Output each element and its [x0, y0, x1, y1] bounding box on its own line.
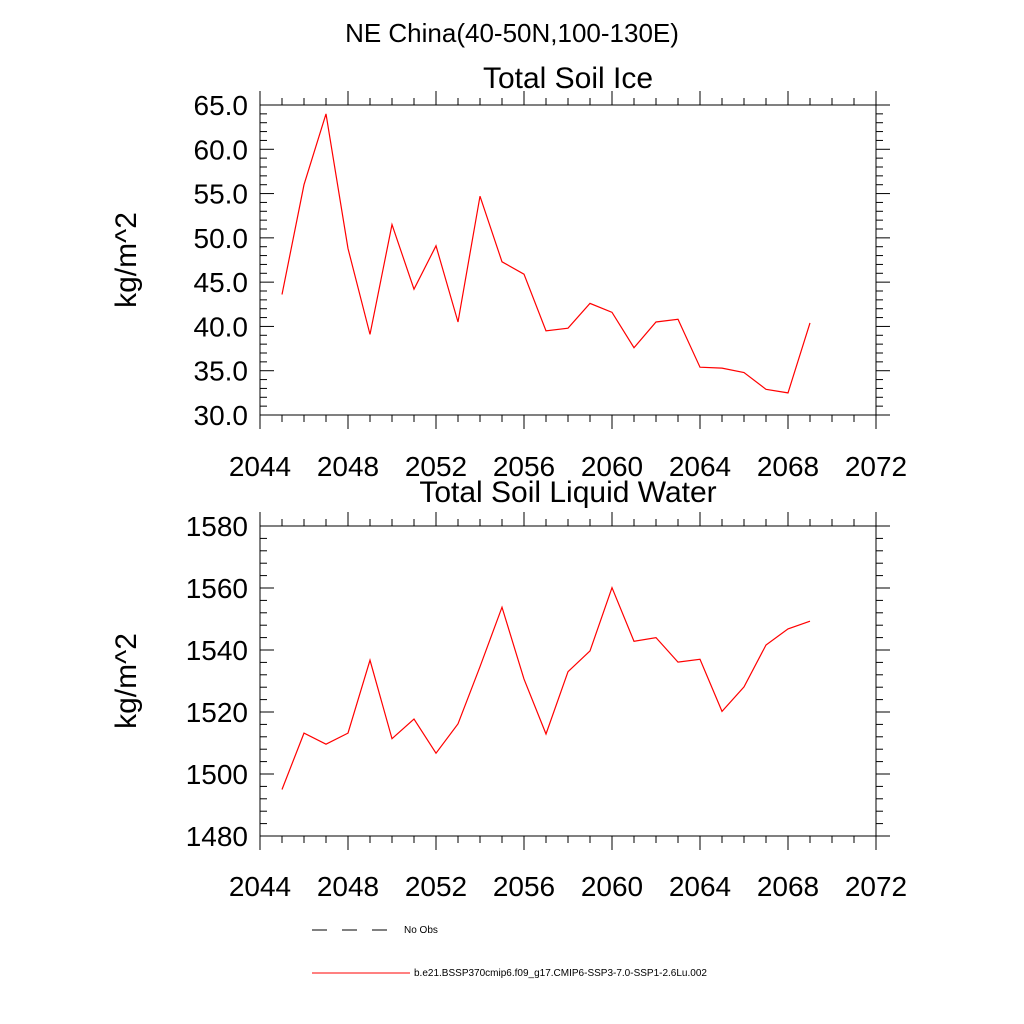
x-tick-label-soil-ice: 2044	[229, 451, 291, 482]
y-tick-label-soil-liquid-water: 1520	[186, 697, 248, 728]
x-tick-label-soil-ice: 2068	[757, 451, 819, 482]
panel-total-soil-liquid-water: Total Soil Liquid Water 2044 2048 2052 2056 2…	[110, 476, 907, 902]
x-tick-label-soil-ice: 2072	[845, 451, 907, 482]
y-axis-label-soil-ice: kg/m^2	[110, 212, 143, 308]
y-tick-label-soil-ice: 45.0	[194, 267, 249, 298]
y-tick-label-soil-liquid-water: 1540	[186, 635, 248, 666]
legend-label-model-run: b.e21.BSSP370cmip6.f09_g17.CMIP6-SSP3-7.…	[414, 968, 707, 979]
x-tick-label-soil-liquid-water: 2072	[845, 871, 907, 902]
y-tick-label-soil-liquid-water: 1500	[186, 759, 248, 790]
legend-label-no-obs: No Obs	[404, 925, 438, 936]
plot-frame-soil-ice	[259, 104, 877, 416]
series-line-soil-ice	[281, 113, 811, 394]
y-tick-label-soil-liquid-water: 1580	[186, 511, 248, 542]
y-tick-label-soil-ice: 30.0	[194, 400, 249, 431]
figure-suptitle: NE China(40-50N,100-130E)	[345, 18, 679, 48]
x-tick-label-soil-ice: 2052	[405, 451, 467, 482]
x-tick-label-soil-ice: 2048	[317, 451, 379, 482]
y-tick-label-soil-ice: 35.0	[194, 356, 249, 387]
y-tick-label-soil-liquid-water: 1480	[186, 821, 248, 852]
y-tick-label-soil-ice: 65.0	[194, 90, 249, 121]
legend: No Obs b.e21.BSSP370cmip6.f09_g17.CMIP6-…	[312, 925, 707, 979]
panel-total-soil-ice: Total Soil Ice 2044 2048 2052 2056 2060 2064 20…	[110, 62, 907, 482]
x-tick-label-soil-ice: 2064	[669, 451, 731, 482]
plot-frame-soil-liquid-water	[259, 525, 877, 837]
x-tick-label-soil-liquid-water: 2060	[581, 871, 643, 902]
x-tick-label-soil-liquid-water: 2052	[405, 871, 467, 902]
x-tick-label-soil-liquid-water: 2064	[669, 871, 731, 902]
y-tick-label-soil-ice: 55.0	[194, 179, 249, 210]
y-axis-label-soil-liquid-water: kg/m^2	[110, 633, 143, 729]
x-tick-label-soil-liquid-water: 2048	[317, 871, 379, 902]
y-tick-label-soil-ice: 40.0	[194, 311, 249, 342]
series-line-soil-liquid-water	[281, 586, 811, 790]
y-tick-label-soil-liquid-water: 1560	[186, 573, 248, 604]
panel-title-soil-ice: Total Soil Ice	[483, 62, 653, 95]
y-tick-label-soil-ice: 60.0	[194, 134, 249, 165]
x-tick-label-soil-liquid-water: 2044	[229, 871, 291, 902]
x-tick-label-soil-ice: 2056	[493, 451, 555, 482]
y-tick-label-soil-ice: 50.0	[194, 223, 249, 254]
x-tick-label-soil-liquid-water: 2068	[757, 871, 819, 902]
x-tick-label-soil-ice: 2060	[581, 451, 643, 482]
x-tick-label-soil-liquid-water: 2056	[493, 871, 555, 902]
panel-title-soil-liquid-water: Total Soil Liquid Water	[419, 476, 716, 509]
